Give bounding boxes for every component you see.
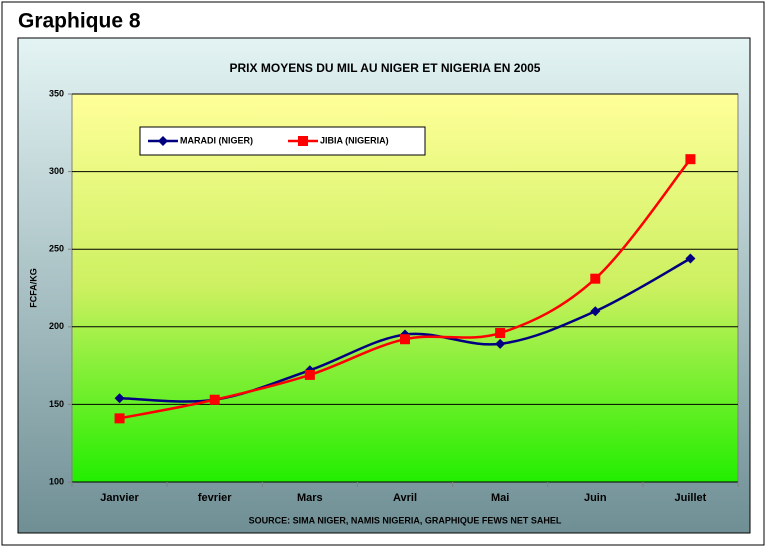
x-tick-label: Juillet [675,492,707,504]
y-tick-label: 100 [49,476,64,486]
x-tick-label: fevrier [198,492,232,504]
marker [158,136,168,146]
y-tick-label: 200 [49,321,64,331]
source: SOURCE: SIMA NIGER, NAMIS NIGERIA, GRAPH… [249,515,562,525]
y-tick-label: 250 [49,244,64,254]
marker [114,413,125,424]
marker [209,394,220,405]
x-tick-label: Janvier [100,492,139,504]
x-tick-label: Mai [491,492,509,504]
legend-label: MARADI (NIGER) [180,135,253,145]
marker [298,136,308,146]
y-axis-label: FCFA/KG [28,268,38,308]
marker [114,393,125,404]
chart-title: PRIX MOYENS DU MIL AU NIGER ET NIGERIA E… [230,61,541,75]
marker [495,328,506,339]
y-tick-label: 350 [49,88,64,98]
legend-label: JIBIA (NIGERIA) [320,135,389,145]
legend [139,126,426,156]
marker [400,334,410,345]
marker [590,273,601,284]
heading: Graphique 8 [18,10,141,33]
marker [685,253,696,264]
marker [590,306,601,317]
marker [685,154,696,165]
x-tick-label: Juin [584,492,607,504]
marker [304,369,315,380]
x-tick-label: Avril [393,492,417,504]
x-tick-label: Mars [297,492,323,504]
y-tick-label: 300 [49,166,64,176]
y-tick-label: 150 [49,399,64,409]
marker [495,338,506,349]
